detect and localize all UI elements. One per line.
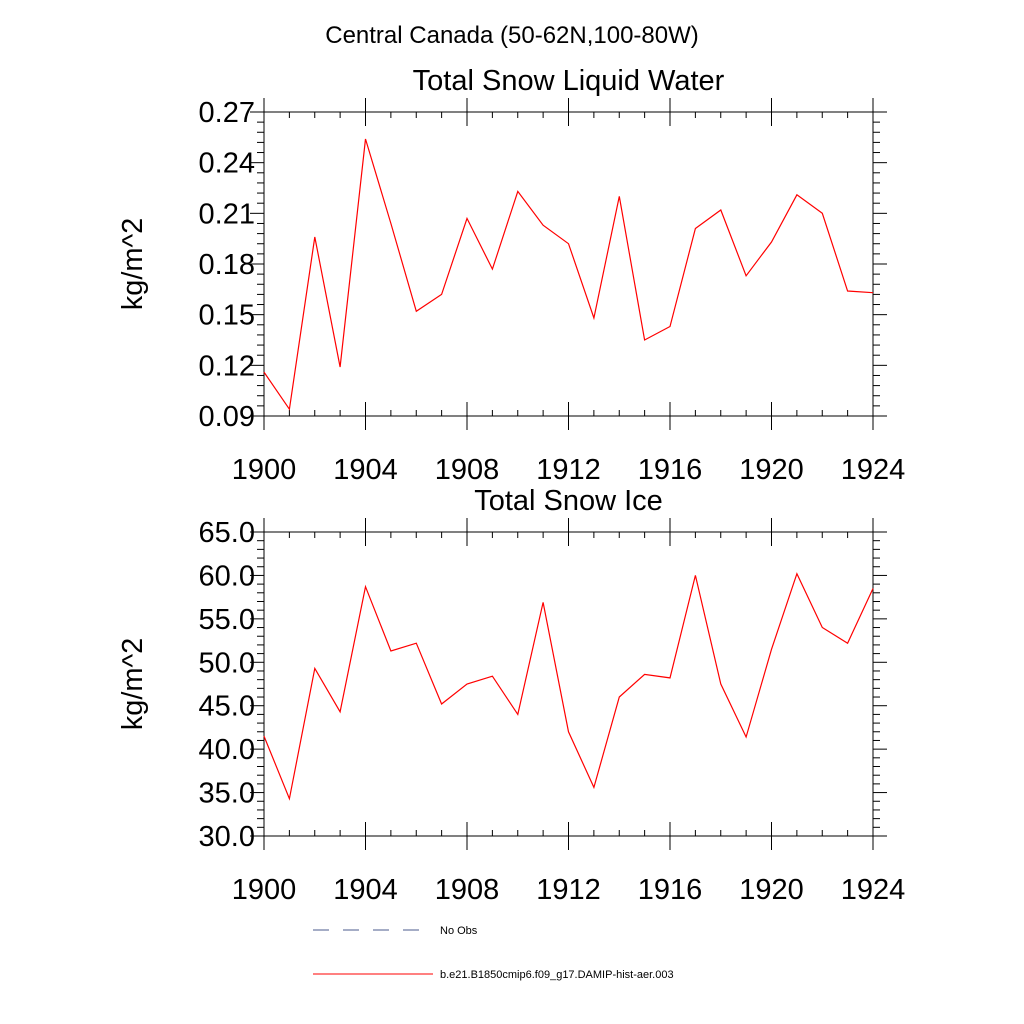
legend-model-label: b.e21.B1850cmip6.f09_g17.DAMIP-hist-aer.… <box>440 969 674 981</box>
y-tick-label: 0.21 <box>199 198 255 230</box>
series-line <box>263 572 874 801</box>
y-axis-label: kg/m^2 <box>117 638 149 731</box>
x-tick-label: 1924 <box>841 454 906 486</box>
x-tick-label: 1912 <box>536 454 601 486</box>
x-tick-label: 1920 <box>739 874 804 906</box>
x-tick-label: 1904 <box>333 874 398 906</box>
panel-title: Total Snow Ice <box>474 485 663 517</box>
plot-frame <box>263 111 874 417</box>
y-tick-label: 60.0 <box>199 560 255 592</box>
x-tick-label: 1908 <box>435 874 500 906</box>
snow-liquid-water-panel: Total Snow Liquid Water kg/m^2 1900 1904 190… <box>117 65 905 486</box>
x-tick-label: 1916 <box>638 454 703 486</box>
y-tick-label: 45.0 <box>199 691 255 723</box>
y-tick-label: 0.15 <box>199 300 255 332</box>
y-tick-label: 0.12 <box>199 350 255 382</box>
x-tick-label: 1900 <box>232 874 297 906</box>
x-tick-label: 1912 <box>536 874 601 906</box>
y-tick-label: 50.0 <box>199 647 255 679</box>
y-tick-label: 55.0 <box>199 604 255 636</box>
x-tick-label: 1916 <box>638 874 703 906</box>
legend: No Obs b.e21.B1850cmip6.f09_g17.DAMIP-hi… <box>313 925 674 981</box>
x-tick-label: 1924 <box>841 874 906 906</box>
y-tick-label: 0.18 <box>199 249 255 281</box>
plot-frame <box>263 531 874 837</box>
y-axis-label: kg/m^2 <box>117 218 149 311</box>
y-tick-label: 35.0 <box>199 778 255 810</box>
x-tick-label: 1920 <box>739 454 804 486</box>
y-tick-label: 65.0 <box>199 517 255 549</box>
x-tick-label: 1904 <box>333 454 398 486</box>
snow-ice-panel: Total Snow Ice kg/m^2 1900 1904 1908 1912 1916… <box>117 485 905 906</box>
panel-title: Total Snow Liquid Water <box>413 65 725 97</box>
y-tick-label: 30.0 <box>199 821 255 853</box>
legend-no-obs-label: No Obs <box>440 925 478 937</box>
series-line <box>263 138 874 411</box>
figure-title: Central Canada (50-62N,100-80W) <box>325 22 699 49</box>
y-tick-label: 0.09 <box>199 401 255 433</box>
y-tick-label: 0.24 <box>199 148 255 180</box>
y-tick-label: 40.0 <box>199 734 255 766</box>
x-tick-label: 1908 <box>435 454 500 486</box>
x-tick-label: 1900 <box>232 454 297 486</box>
y-tick-label: 0.27 <box>199 97 255 129</box>
